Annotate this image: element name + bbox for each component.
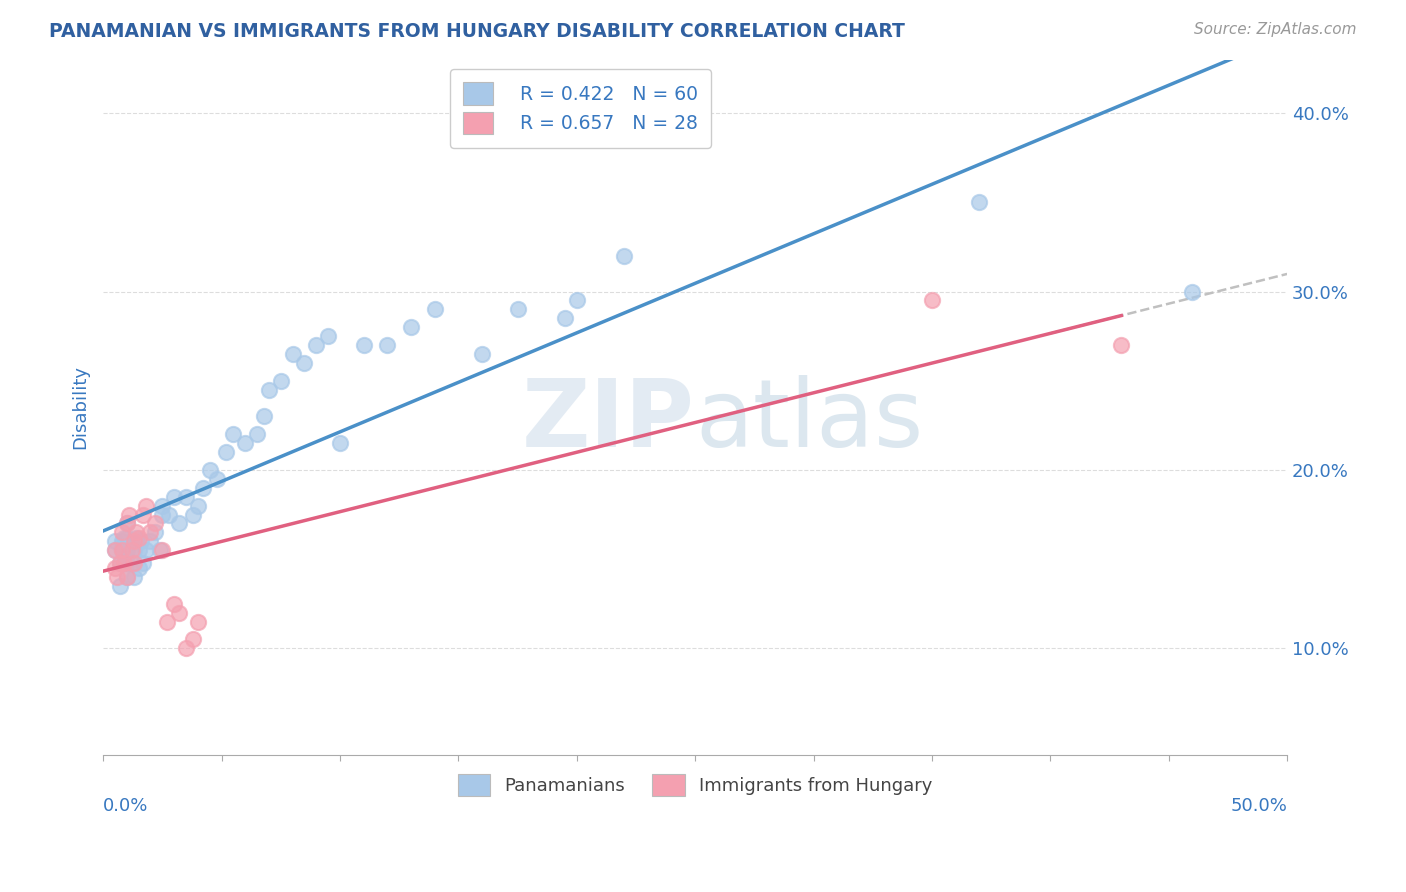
Point [257, 383, 280, 397]
Text: 0.0%: 0.0% [103, 797, 149, 815]
Point [122, 534, 145, 549]
Point [353, 338, 375, 352]
Point [187, 615, 209, 629]
Point [132, 556, 155, 570]
Point [143, 516, 166, 531]
Point [305, 338, 328, 352]
Legend: Panamanians, Immigrants from Hungary: Panamanians, Immigrants from Hungary [449, 765, 942, 805]
Point [128, 543, 150, 558]
Point [104, 543, 127, 558]
Text: ZIP: ZIP [522, 376, 695, 467]
Point [205, 472, 228, 486]
Point [118, 508, 141, 522]
Point [108, 556, 131, 570]
Point [316, 329, 339, 343]
Point [471, 347, 494, 361]
Text: Source: ZipAtlas.com: Source: ZipAtlas.com [1194, 22, 1357, 37]
Point [150, 508, 173, 522]
Point [181, 632, 204, 647]
Point [132, 508, 155, 522]
Point [967, 195, 990, 210]
Point [115, 543, 138, 558]
Point [114, 556, 136, 570]
Point [281, 347, 304, 361]
Point [105, 570, 128, 584]
Point [167, 516, 190, 531]
Point [115, 556, 138, 570]
Point [1111, 338, 1133, 352]
Point [122, 543, 145, 558]
Point [233, 436, 256, 450]
Point [115, 570, 138, 584]
Point [143, 525, 166, 540]
Point [159, 508, 181, 522]
Point [329, 436, 352, 450]
Point [399, 320, 422, 334]
Point [125, 531, 148, 545]
Point [163, 597, 186, 611]
Point [423, 302, 446, 317]
Point [122, 556, 145, 570]
Point [294, 356, 316, 370]
Point [108, 556, 131, 570]
Point [253, 409, 276, 424]
Point [921, 293, 943, 308]
Point [108, 579, 131, 593]
Point [135, 499, 157, 513]
Point [181, 508, 204, 522]
Point [174, 490, 197, 504]
Point [150, 499, 173, 513]
Point [554, 311, 576, 326]
Point [111, 534, 134, 549]
Point [114, 531, 136, 545]
Point [139, 534, 162, 549]
Point [125, 525, 148, 540]
Point [187, 499, 209, 513]
Point [129, 534, 152, 549]
Point [191, 481, 214, 495]
Point [215, 445, 238, 459]
Point [121, 543, 143, 558]
Y-axis label: Disability: Disability [72, 366, 89, 450]
Point [115, 570, 138, 584]
Point [104, 561, 127, 575]
Point [115, 516, 138, 531]
Point [246, 427, 269, 442]
Text: 50.0%: 50.0% [1230, 797, 1286, 815]
Point [104, 543, 127, 558]
Point [222, 427, 245, 442]
Point [270, 374, 292, 388]
Point [128, 531, 150, 545]
Point [114, 556, 136, 570]
Point [156, 615, 179, 629]
Point [1181, 285, 1204, 299]
Point [149, 543, 172, 558]
Point [121, 556, 143, 570]
Point [104, 534, 127, 549]
Point [111, 525, 134, 540]
Point [111, 543, 134, 558]
Point [114, 543, 136, 558]
Text: PANAMANIAN VS IMMIGRANTS FROM HUNGARY DISABILITY CORRELATION CHART: PANAMANIAN VS IMMIGRANTS FROM HUNGARY DI… [49, 22, 905, 41]
Point [111, 543, 134, 558]
Point [174, 641, 197, 656]
Point [135, 543, 157, 558]
Point [375, 338, 398, 352]
Point [506, 302, 529, 317]
Point [163, 490, 186, 504]
Text: atlas: atlas [695, 376, 924, 467]
Point [613, 249, 636, 263]
Point [565, 293, 588, 308]
Point [198, 463, 221, 477]
Point [128, 561, 150, 575]
Point [167, 606, 190, 620]
Point [115, 531, 138, 545]
Point [150, 543, 173, 558]
Point [139, 525, 162, 540]
Point [115, 516, 138, 531]
Point [122, 570, 145, 584]
